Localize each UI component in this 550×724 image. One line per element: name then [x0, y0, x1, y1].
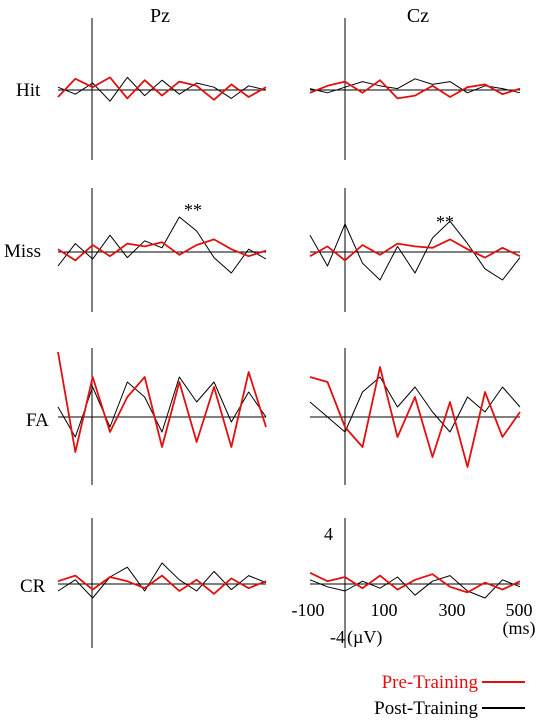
x-unit-label: (ms): [503, 618, 536, 639]
pre-training-trace-fa-pz: [57, 351, 267, 453]
post-training-trace-miss-pz: [57, 216, 267, 274]
post-training-trace-hit-cz: [309, 78, 521, 94]
row-label-fa: FA: [26, 410, 49, 431]
y-tick-neg4: -4: [330, 627, 345, 647]
panels-group: [57, 18, 521, 648]
pre-training-trace-hit-cz: [309, 79, 521, 100]
annotation-miss-cz: **: [436, 212, 454, 232]
pre-training-trace-miss-pz: [57, 238, 267, 262]
x-tick-100: 100: [371, 600, 398, 620]
legend-post-label: Post-Training: [374, 698, 478, 719]
y-tick-4: 4: [324, 524, 333, 544]
row-label-hit: Hit: [16, 80, 41, 101]
x-tick-500: 500: [506, 600, 533, 620]
pre-training-trace-cr-cz: [309, 571, 521, 594]
pre-training-trace-fa-cz: [309, 366, 521, 468]
y-unit-label: (µV): [347, 627, 382, 648]
post-training-trace-fa-pz: [57, 376, 267, 438]
row-label-cr: CR: [20, 576, 46, 597]
column-header-pz: Pz: [150, 5, 170, 27]
x-tick-neg100: -100: [292, 600, 325, 620]
annotation-miss-pz: **: [184, 200, 202, 220]
post-training-trace-cr-pz: [57, 562, 267, 599]
post-training-trace-cr-cz: [309, 575, 521, 599]
pre-training-trace-cr-pz: [57, 574, 267, 595]
pre-training-trace-miss-cz: [309, 238, 521, 262]
post-training-trace-fa-cz: [309, 376, 521, 433]
column-header-cz: Cz: [407, 5, 429, 27]
pre-training-trace-hit-pz: [57, 76, 267, 101]
x-tick-300: 300: [439, 600, 466, 620]
post-training-trace-miss-cz: [309, 220, 521, 281]
post-training-trace-hit-pz: [57, 76, 267, 102]
legend-pre-label: Pre-Training: [382, 672, 479, 693]
row-label-miss: Miss: [4, 241, 41, 262]
